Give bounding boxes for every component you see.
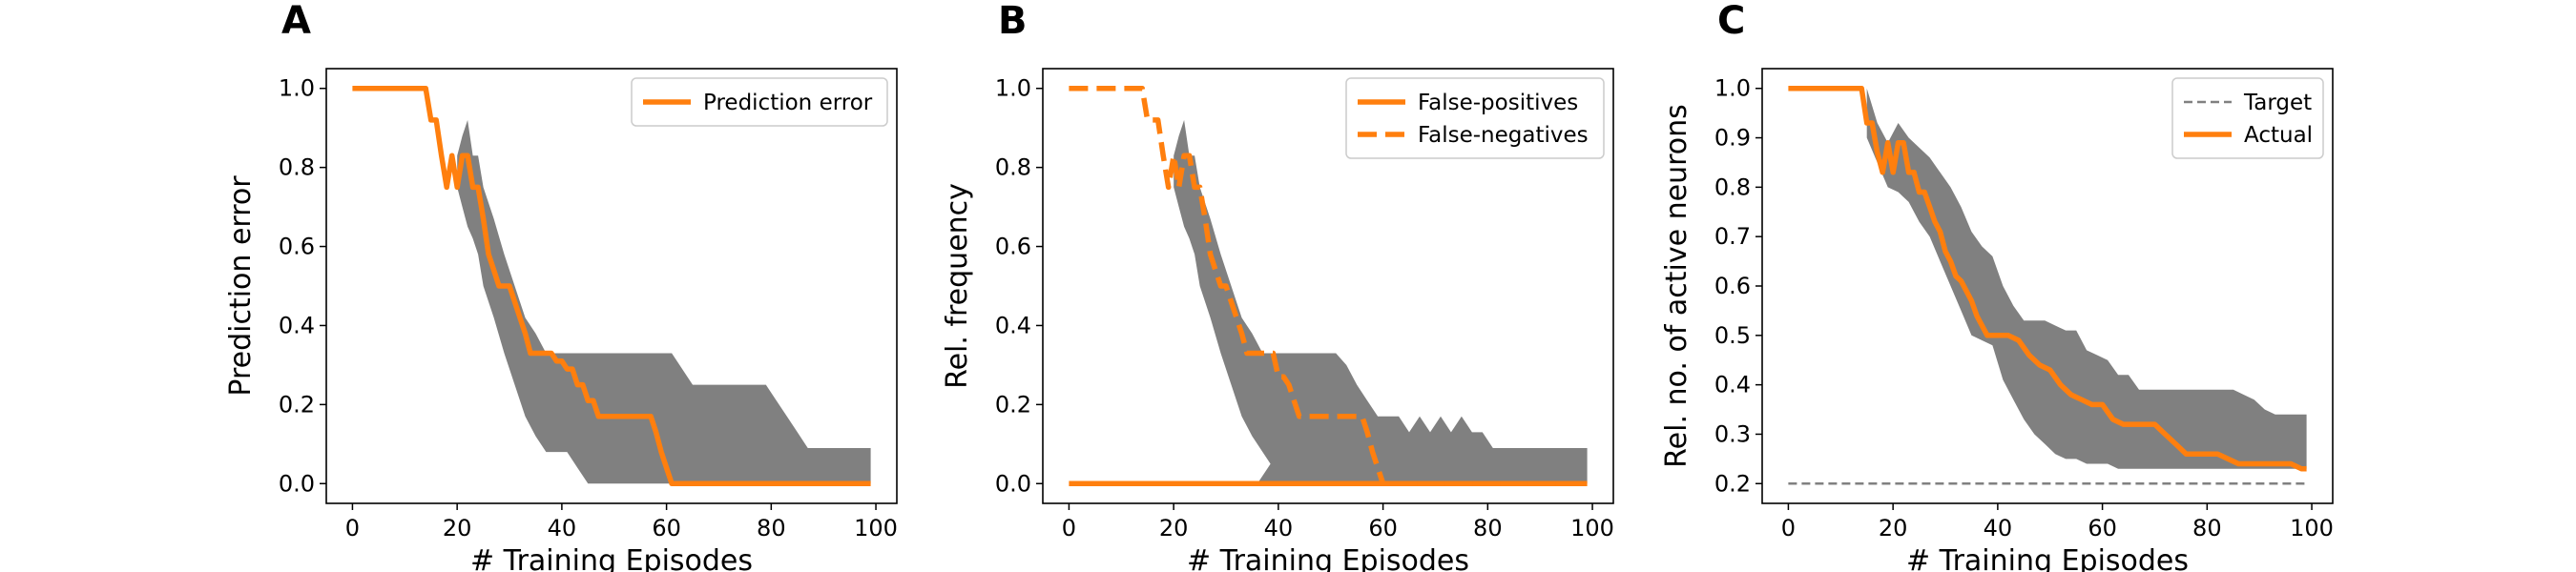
legend-label-c-0: Target	[2243, 91, 2312, 115]
legend-label-b-0: False-positives	[1418, 91, 1578, 115]
x-tick-label-b-1: 20	[1159, 515, 1189, 541]
error-band-a	[457, 119, 871, 484]
y-tick-label-b-3: 0.6	[995, 234, 1031, 260]
x-tick-label-a-4: 80	[757, 515, 786, 541]
panel-b: B 0 20 40 60 80 100 0.0 0.2 0.4 0.6 0.8 1.0 # Train…	[941, 0, 1614, 572]
x-tick-label-c-3: 60	[2088, 515, 2117, 541]
error-band-b	[1174, 119, 1588, 484]
panel-letter-c: C	[1717, 0, 1745, 43]
series-line-b-1	[1069, 85, 1588, 487]
y-tick-label-c-5: 0.7	[1714, 223, 1751, 250]
y-tick-label-b-2: 0.4	[995, 312, 1031, 338]
y-tick-label-c-8: 1.0	[1714, 75, 1751, 102]
x-tick-label-a-0: 0	[345, 515, 360, 541]
x-tick-label-c-4: 80	[2192, 515, 2222, 541]
x-axis-label-c: # Training Episodes	[1906, 544, 2189, 572]
legend-c: Target Actual	[2171, 77, 2324, 159]
y-tick-label-c-2: 0.4	[1714, 372, 1751, 398]
x-tick-label-c-1: 20	[1879, 515, 1908, 541]
legend-label-b-1: False-negatives	[1418, 123, 1589, 148]
series-line-a-0	[352, 85, 871, 487]
x-tick-label-a-1: 20	[443, 515, 472, 541]
plot-frame-b	[1042, 68, 1614, 504]
y-tick-label-a-4: 0.8	[279, 154, 315, 181]
legend-box-c	[2171, 77, 2324, 159]
y-tick-label-c-7: 0.9	[1714, 125, 1751, 152]
x-tick-label-a-2: 40	[548, 515, 577, 541]
y-tick-label-c-6: 0.8	[1714, 174, 1751, 200]
x-tick-label-c-0: 0	[1781, 515, 1796, 541]
x-tick-label-b-5: 100	[1570, 515, 1614, 541]
y-tick-label-c-3: 0.5	[1714, 322, 1751, 349]
panel-letter-b: B	[998, 0, 1028, 43]
x-axis-label-a: # Training Episodes	[470, 544, 753, 572]
y-tick-label-c-0: 0.2	[1714, 470, 1751, 497]
series-line-c-1	[1788, 85, 2307, 472]
x-tick-label-b-3: 60	[1368, 515, 1398, 541]
legend-a: Prediction error	[631, 77, 888, 127]
panel-c: C 0 20 40 60 80 100 0.2 0.3 0.4 0.5 0.6 0.7 0.8 0.9 1.…	[1660, 0, 2334, 572]
y-tick-label-c-1: 0.3	[1714, 420, 1751, 447]
x-tick-label-b-4: 80	[1473, 515, 1503, 541]
y-tick-label-b-5: 1.0	[995, 75, 1031, 102]
legend-box-b	[1345, 77, 1605, 159]
x-tick-label-b-2: 40	[1264, 515, 1294, 541]
plot-frame-a	[325, 68, 898, 504]
y-tick-label-a-5: 1.0	[279, 75, 315, 102]
panel-letter-a: A	[281, 0, 311, 43]
x-tick-label-c-2: 40	[1984, 515, 2013, 541]
legend-label-a-0: Prediction error	[703, 91, 873, 115]
x-tick-label-a-3: 60	[652, 515, 681, 541]
y-tick-label-a-1: 0.2	[279, 391, 315, 418]
x-tick-label-c-5: 100	[2290, 515, 2334, 541]
x-tick-label-b-0: 0	[1062, 515, 1076, 541]
y-axis-label-a: Prediction error	[224, 175, 258, 397]
error-band-lower-b	[1257, 416, 1588, 484]
legend-box-a	[631, 77, 888, 127]
y-tick-label-a-0: 0.0	[279, 470, 315, 497]
x-tick-label-a-5: 100	[854, 515, 898, 541]
legend-b: False-positives False-negatives	[1345, 77, 1605, 159]
y-axis-label-c: Rel. no. of active neurons	[1660, 104, 1693, 468]
panel-a: A 0 20 40 60 80 100 0.0 0.2 0.4 0.6 0.8 1.0 # Train…	[224, 0, 898, 572]
y-tick-label-b-1: 0.2	[995, 391, 1031, 418]
y-tick-label-b-4: 0.8	[995, 154, 1031, 181]
y-axis-label-b: Rel. frequency	[941, 183, 974, 389]
y-tick-label-c-4: 0.6	[1714, 273, 1751, 299]
y-tick-label-a-2: 0.4	[279, 312, 315, 338]
y-tick-label-a-3: 0.6	[279, 234, 315, 260]
legend-label-c-1: Actual	[2244, 123, 2313, 148]
y-tick-label-b-0: 0.0	[995, 470, 1031, 497]
x-axis-label-b: # Training Episodes	[1187, 544, 1469, 572]
